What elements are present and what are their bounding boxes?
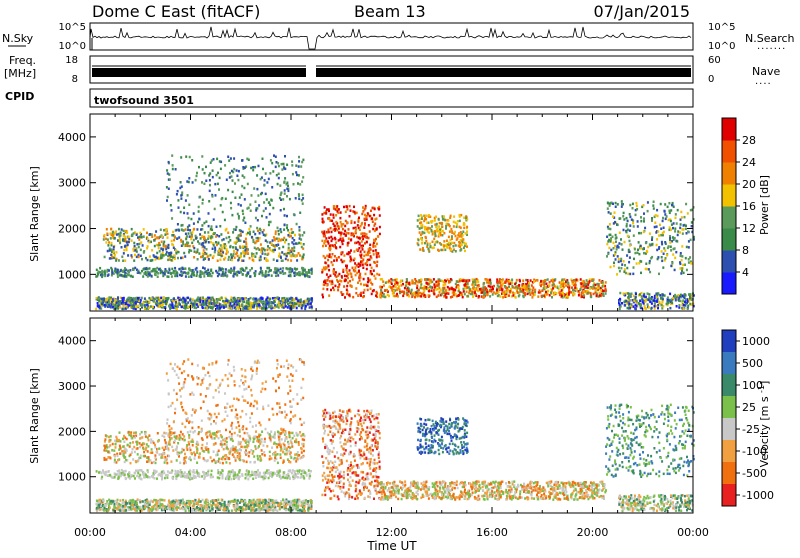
cpid-value: twofsound 3501	[94, 94, 194, 107]
velocity-colorbar-swatch-5	[722, 440, 736, 463]
freq-left-tick-top: 18	[65, 55, 78, 66]
velocity-colorbar-tick-7: -1000	[742, 489, 774, 502]
velocity-ytick-2: 3000	[58, 380, 86, 393]
noise-right-tick-top: 10^5	[708, 22, 735, 33]
power-colorbar-swatch-3	[722, 206, 736, 229]
power-ytick-3: 4000	[58, 131, 86, 144]
power-data	[95, 154, 695, 310]
time-tick-2: 08:00	[275, 526, 307, 539]
time-tick-3: 12:00	[376, 526, 408, 539]
freq-right-tick-top: 60	[708, 55, 721, 66]
frequency-panel: Freq. [MHz] 18 8 60 0 Nave ....	[4, 54, 780, 87]
power-colorbar-label: Power [dB]	[758, 175, 771, 235]
velocity-ytick-3: 4000	[58, 335, 86, 348]
power-ytick-0: 1000	[58, 268, 86, 281]
power-colorbar-tick-6: 28	[742, 134, 756, 147]
velocity-ytick-1: 2000	[58, 425, 86, 438]
power-colorbar-tick-2: 12	[742, 222, 756, 235]
plot-title: Dome C East (fitACF)	[92, 2, 260, 21]
velocity-colorbar-swatch-6	[722, 462, 736, 485]
velocity-colorbar-swatch-7	[722, 484, 736, 507]
power-ytick-2: 3000	[58, 177, 86, 190]
time-tick-6: 00:00	[677, 526, 709, 539]
time-tick-0: 00:00	[74, 526, 106, 539]
time-axis-label: Time UT	[366, 539, 417, 553]
nave-dots: ....	[755, 76, 772, 87]
velocity-colorbar-label: Velocity [m s -1]	[757, 381, 772, 468]
date-label: 07/Jan/2015	[593, 2, 690, 21]
noise-panel: N.Sky 10^5 10^0 10^5 10^0 N.Search .....…	[2, 22, 795, 52]
cpid-panel: CPID twofsound 3501	[5, 89, 693, 107]
noise-right-dots: .......	[757, 41, 786, 52]
beam-label: Beam 13	[354, 2, 426, 21]
time-axis: 00:00 04:00 08:00 12:00 16:00 20:00 00:00	[74, 526, 709, 539]
velocity-ylabel: Slant Range [km]	[28, 368, 41, 464]
time-tick-1: 04:00	[175, 526, 207, 539]
power-colorbar-swatch-6	[722, 140, 736, 163]
velocity-colorbar-tick-6: -500	[742, 467, 767, 480]
velocity-ytick-0: 1000	[58, 471, 86, 484]
freq-left-label-1: Freq.	[9, 54, 36, 67]
power-ytick-1: 2000	[58, 223, 86, 236]
velocity-colorbar-swatch-2	[722, 374, 736, 397]
power-colorbar-swatch-0	[722, 272, 736, 295]
noise-left-label: N.Sky	[2, 32, 34, 45]
time-tick-4: 16:00	[476, 526, 508, 539]
noise-left-tick-top: 10^5	[59, 22, 86, 33]
cpid-label: CPID	[5, 90, 34, 103]
noise-right-tick-bottom: 10^0	[708, 41, 735, 52]
power-colorbar-swatch-1	[722, 250, 736, 273]
power-colorbar-swatch-7	[722, 118, 736, 141]
power-colorbar-swatch-2	[722, 228, 736, 251]
power-colorbar-tick-5: 24	[742, 156, 756, 169]
time-tick-5: 20:00	[577, 526, 609, 539]
power-colorbar-tick-3: 16	[742, 200, 756, 213]
velocity-data	[95, 358, 695, 512]
power-ylabel: Slant Range [km]	[28, 166, 41, 262]
velocity-colorbar-tick-3: 25	[742, 401, 756, 414]
freq-left-label-2: [MHz]	[4, 67, 36, 80]
power-colorbar-tick-1: 8	[742, 244, 749, 257]
velocity-colorbar-tick-0: 1000	[742, 335, 770, 348]
velocity-colorbar-swatch-0	[722, 330, 736, 353]
velocity-colorbar-swatch-4	[722, 418, 736, 441]
power-colorbar: 4 8 12 16 20 24 28	[722, 118, 756, 295]
power-panel: 1000 2000 3000 4000 Slant Range [km] 4 8 12 16…	[28, 114, 771, 311]
freq-right-tick-bottom: 0	[708, 74, 714, 85]
power-colorbar-tick-4: 20	[742, 178, 756, 191]
velocity-colorbar-swatch-1	[722, 352, 736, 375]
power-colorbar-tick-0: 4	[742, 266, 749, 279]
noise-left-tick-bottom: 10^0	[59, 41, 86, 52]
velocity-colorbar-swatch-3	[722, 396, 736, 419]
velocity-panel: 1000 2000 3000 4000 Slant Range [km] 1000 50…	[28, 318, 774, 513]
power-colorbar-swatch-4	[722, 184, 736, 207]
freq-left-tick-bottom: 8	[72, 74, 78, 85]
power-colorbar-swatch-5	[722, 162, 736, 185]
velocity-colorbar-tick-1: 500	[742, 357, 763, 370]
